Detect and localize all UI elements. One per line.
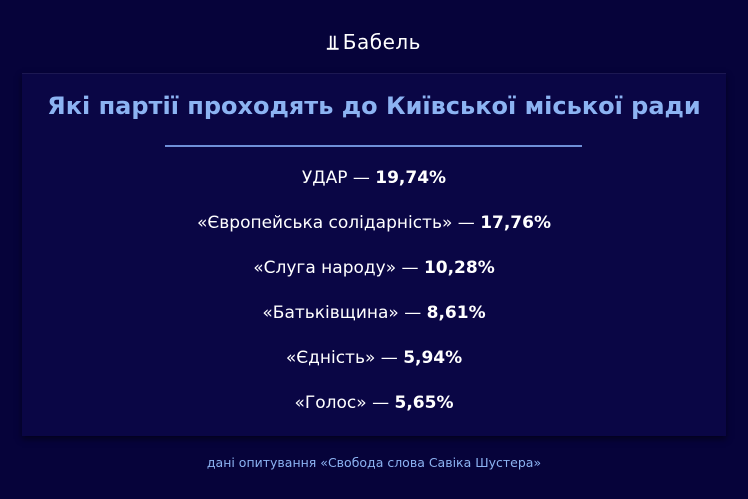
card-title: Які партії проходять до Київської місько… bbox=[47, 92, 701, 120]
result-row: «Батьківщина» — 8,61% bbox=[262, 303, 486, 323]
result-row: УДАР — 19,74% bbox=[301, 168, 447, 188]
result-row: «Голос» — 5,65% bbox=[294, 393, 454, 413]
source-note: дані опитування «Свобода слова Савіка Шу… bbox=[206, 455, 542, 470]
logo-text: Бабель bbox=[342, 30, 421, 54]
result-row: «Єдність» — 5,94% bbox=[285, 348, 463, 368]
babel-logo: ⫫ Бабель bbox=[0, 30, 748, 54]
result-row: «Слуга народу» — 10,28% bbox=[253, 258, 495, 278]
divider bbox=[165, 145, 582, 147]
result-row: «Європейська солідарність» — 17,76% bbox=[197, 213, 551, 233]
babel-logo-icon: ⫫ bbox=[327, 30, 339, 54]
results-card: Які партії проходять до Київської місько… bbox=[22, 73, 726, 436]
